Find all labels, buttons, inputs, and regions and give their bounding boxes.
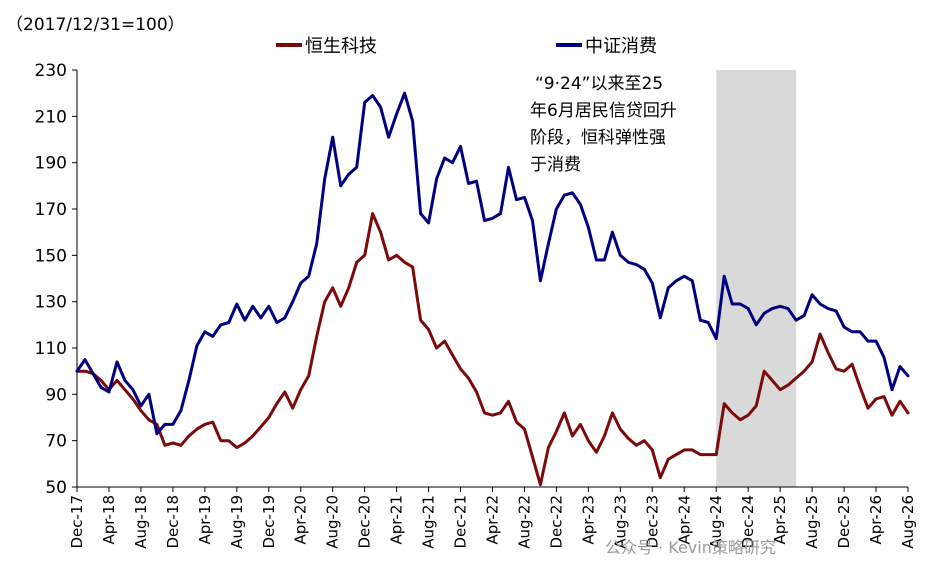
- x-tick-label: Aug-22: [515, 495, 533, 549]
- x-tick-label: Dec-22: [547, 495, 565, 549]
- x-tick-label: Aug-25: [803, 495, 821, 549]
- x-tick-label: Dec-23: [643, 495, 661, 549]
- x-tick-label: Dec-17: [68, 495, 86, 549]
- x-tick-label: Aug-23: [611, 495, 629, 549]
- annotation-line-2: 年6月居民信贷回升: [530, 101, 677, 121]
- series-line-hstech: [75, 212, 910, 487]
- series-line-csi-consumer: [75, 91, 910, 436]
- x-tick-label: Aug-19: [228, 495, 246, 549]
- y-tick-label: 230: [35, 61, 67, 81]
- x-tick-label: Dec-25: [835, 495, 853, 549]
- shaded-period: [716, 70, 797, 487]
- x-tick-label: Apr-18: [100, 495, 118, 545]
- x-tick-label: Apr-26: [867, 495, 885, 545]
- legend-label-hstech: 恒生科技: [305, 36, 377, 57]
- y-tick-label: 130: [35, 293, 67, 313]
- x-tick-label: Aug-26: [899, 495, 917, 549]
- y-tick-label: 150: [35, 246, 67, 266]
- x-axis: Dec-17 Apr-18 Aug-18 Dec-18 Apr-19 Aug-19 Dec-…: [68, 486, 917, 549]
- y-tick-label: 50: [45, 478, 67, 498]
- series-lines: [75, 91, 910, 487]
- watermark: 公众号 · Kevin策略研究: [605, 538, 776, 557]
- x-tick-label: Aug-18: [132, 495, 150, 549]
- x-tick-label: Apr-19: [196, 495, 214, 545]
- y-unit-label: （2017/12/31=100）: [6, 15, 185, 35]
- y-axis: 50 70 90 110 130 150 170 190 210 230: [35, 61, 78, 498]
- legend: 恒生科技 中证消费: [276, 36, 657, 57]
- annotation-line-1: “9·24”以来至25: [535, 74, 663, 94]
- x-tick-label: Apr-25: [771, 495, 789, 545]
- y-tick-label: 190: [35, 154, 67, 174]
- x-tick-label: Dec-18: [164, 495, 182, 549]
- x-tick-label: Aug-21: [420, 495, 438, 549]
- x-tick-label: Apr-20: [292, 495, 310, 545]
- annotation-line-4: 于消费: [530, 155, 581, 175]
- y-tick-label: 90: [45, 385, 67, 405]
- y-tick-label: 110: [35, 339, 67, 359]
- x-tick-label: Dec-21: [452, 495, 470, 549]
- y-tick-label: 170: [35, 200, 67, 220]
- annotation: “9·24”以来至25 年6月居民信贷回升 阶段，恒科弹性强 于消费: [530, 74, 677, 175]
- x-tick-label: Apr-23: [579, 495, 597, 545]
- x-tick-label: Dec-20: [356, 495, 374, 549]
- legend-label-csi-consumer: 中证消费: [585, 36, 657, 57]
- y-tick-label: 70: [45, 432, 67, 452]
- x-tick-label: Aug-24: [707, 495, 725, 549]
- x-tick-label: Apr-21: [388, 495, 406, 545]
- x-tick-label: Dec-24: [739, 495, 757, 549]
- y-tick-label: 210: [35, 107, 67, 127]
- annotation-line-3: 阶段，恒科弹性强: [530, 128, 666, 148]
- x-tick-label: Aug-20: [324, 495, 342, 549]
- x-tick-label: Dec-19: [260, 495, 278, 549]
- x-tick-label: Apr-24: [675, 495, 693, 545]
- x-tick-label: Apr-22: [484, 495, 502, 545]
